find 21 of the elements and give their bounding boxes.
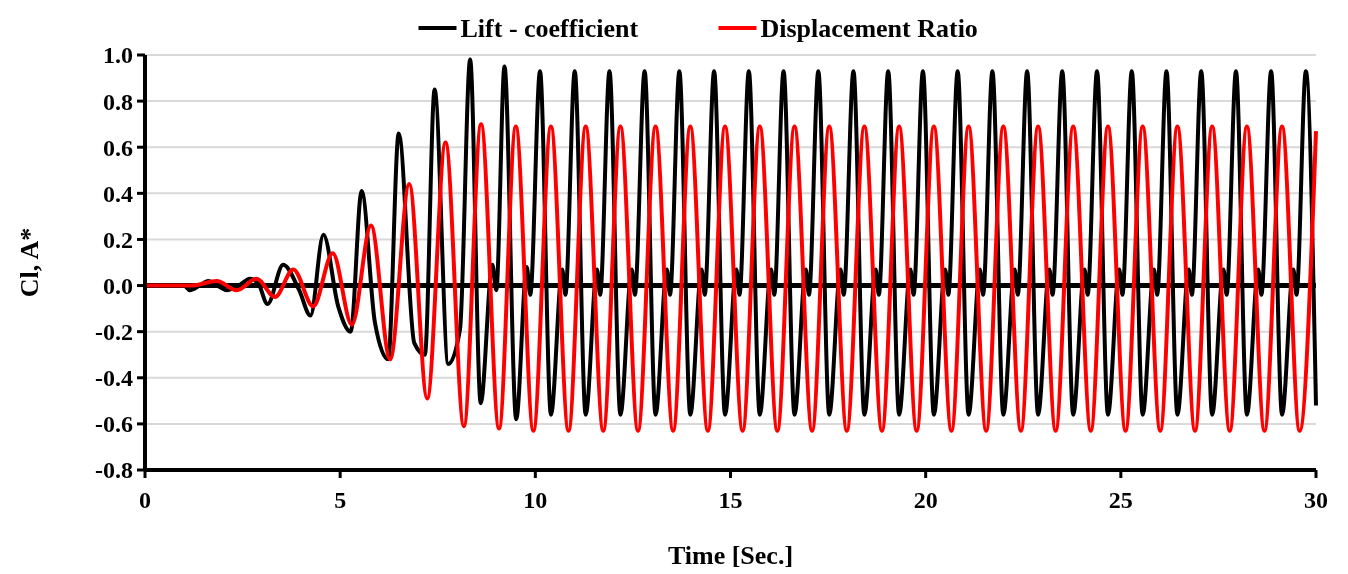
y-tick-label: -0.8 [95,457,133,484]
y-axis-title: Cl, A* [15,227,44,298]
legend-label: Displacement Ratio [760,14,978,44]
x-tick-label: 20 [913,487,938,513]
x-tick-label: 0 [139,487,151,513]
y-tick-label: -0.4 [95,365,133,392]
x-tick-label: 25 [1108,487,1133,513]
y-tick-label: 0.6 [103,134,133,161]
x-tick-label: 30 [1304,487,1328,513]
y-tick-label: 0.2 [103,226,133,253]
y-tick-label: -0.6 [95,411,133,438]
y-tick-label: 0.8 [103,88,133,115]
y-tick-label: -0.2 [95,319,133,346]
y-tick-label: 1.0 [103,42,133,69]
x-tick-label: 15 [718,487,743,513]
legend-label: Lift - coefficient [460,14,639,44]
y-tick-label: 0.0 [103,272,133,299]
x-axis-title: Time [Sec.] [667,541,794,570]
y-tick-label: 0.4 [103,180,133,207]
x-tick-label: 10 [523,487,548,513]
x-tick-label: 5 [334,487,347,513]
